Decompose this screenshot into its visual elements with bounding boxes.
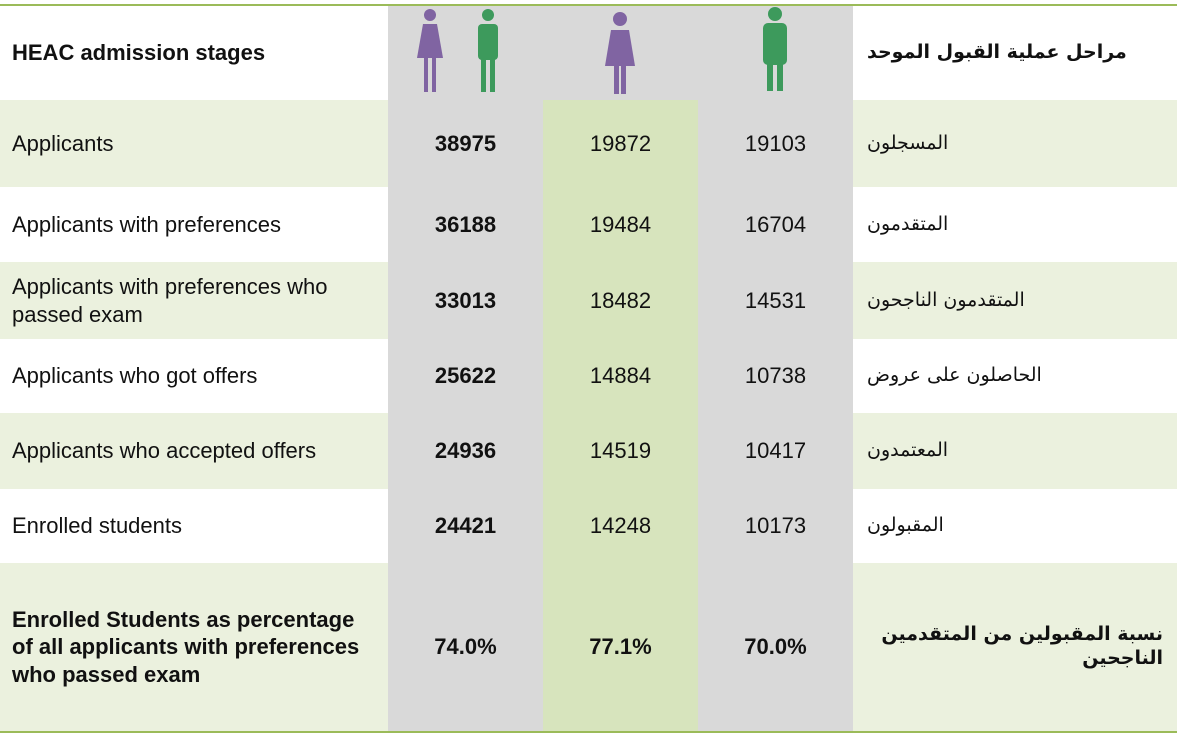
total: 24421 bbox=[388, 489, 543, 563]
female: 14884 bbox=[543, 339, 698, 413]
stage-english: Applicants who accepted offers bbox=[0, 413, 388, 489]
female-icon bbox=[417, 9, 443, 92]
female: 18482 bbox=[543, 262, 698, 339]
female: 14519 bbox=[543, 413, 698, 489]
total: 38975 bbox=[388, 100, 543, 187]
stage-arabic: المتقدمون الناجحون bbox=[853, 262, 1177, 339]
male: 14531 bbox=[698, 262, 853, 339]
stage-english: Applicants with preferences who passed e… bbox=[0, 262, 388, 339]
header-english: HEAC admission stages bbox=[12, 40, 266, 66]
female: 19872 bbox=[543, 100, 698, 187]
total: 25622 bbox=[388, 339, 543, 413]
stage-arabic: المقبولون bbox=[853, 489, 1177, 563]
male: 10417 bbox=[698, 413, 853, 489]
stage-arabic: المتقدمون bbox=[853, 187, 1177, 262]
stage-english: Enrolled students bbox=[0, 489, 388, 563]
female: 19484 bbox=[543, 187, 698, 262]
male-icon bbox=[763, 7, 787, 91]
male: 16704 bbox=[698, 187, 853, 262]
total: 74.0% bbox=[388, 563, 543, 731]
male: 10173 bbox=[698, 489, 853, 563]
stage-english: Applicants bbox=[0, 100, 388, 187]
total: 24936 bbox=[388, 413, 543, 489]
bottom-rule bbox=[0, 731, 1177, 733]
stage-arabic: الحاصلون على عروض bbox=[853, 339, 1177, 413]
stage-arabic: نسبة المقبولين من المتقدمين الناجحين bbox=[853, 563, 1177, 731]
total: 36188 bbox=[388, 187, 543, 262]
stage-arabic: المسجلون bbox=[853, 100, 1177, 187]
total: 33013 bbox=[388, 262, 543, 339]
stage-arabic: المعتمدون bbox=[853, 413, 1177, 489]
stage-english: Applicants who got offers bbox=[0, 339, 388, 413]
male: 70.0% bbox=[698, 563, 853, 731]
top-rule bbox=[0, 4, 1177, 6]
stage-english: Enrolled Students as percentage of all a… bbox=[0, 563, 388, 731]
female-icon bbox=[605, 12, 635, 94]
stage-english: Applicants with preferences bbox=[0, 187, 388, 262]
male: 19103 bbox=[698, 100, 853, 187]
female: 14248 bbox=[543, 489, 698, 563]
header-icons bbox=[388, 6, 853, 100]
gender-icons bbox=[417, 7, 787, 94]
male-icon bbox=[478, 9, 498, 92]
header-arabic: مراحل عملية القبول الموحد bbox=[867, 41, 1127, 64]
male: 10738 bbox=[698, 339, 853, 413]
female: 77.1% bbox=[543, 563, 698, 731]
